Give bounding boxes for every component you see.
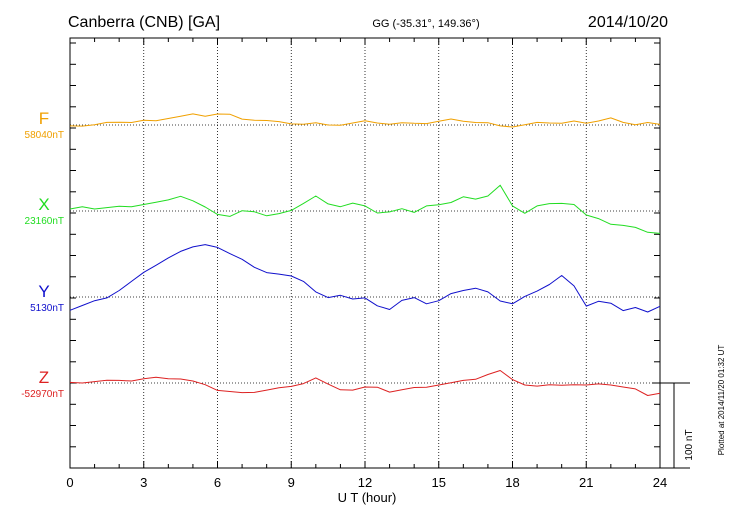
x-tick-labels: 0 3 6 9 12 15 18 21 24 <box>66 475 667 490</box>
series-name-x: X <box>38 195 49 214</box>
plot-frame <box>69 37 661 469</box>
station-coordinates: GG (-35.31°, 149.36°) <box>372 18 479 30</box>
series-baseline-y: 5130nT <box>30 303 64 314</box>
series-baseline-x: 23160nT <box>25 216 64 227</box>
x-tick-label: 0 <box>66 475 73 490</box>
x-tick-label: 6 <box>214 475 221 490</box>
axis-ticks <box>69 38 661 469</box>
series-baseline-z: -52970nT <box>21 389 64 400</box>
x-axis-label: U T (hour) <box>338 490 397 505</box>
scale-bar: 100 nT <box>652 382 695 469</box>
series-name-y: Y <box>38 282 49 301</box>
x-tick-label: 21 <box>579 475 593 490</box>
series-baseline-f: 58040nT <box>25 130 64 141</box>
x-tick-label: 15 <box>432 475 446 490</box>
x-tick-label: 18 <box>505 475 519 490</box>
x-tick-label: 24 <box>653 475 667 490</box>
baseline-gridlines <box>70 124 660 384</box>
scale-bar-label: 100 nT <box>684 429 695 460</box>
x-tick-label: 12 <box>358 475 372 490</box>
plotted-timestamp: Plotted at 2014/11/20 01:32 UT <box>717 345 726 456</box>
series-line-y <box>69 244 661 313</box>
series-name-f: F <box>39 109 49 128</box>
series-labels: F 58040nT X 23160nT Y 5130nT Z -52970nT <box>21 109 64 400</box>
series-name-z: Z <box>39 368 49 387</box>
chart-date: 2014/10/20 <box>588 14 668 31</box>
series-lines <box>69 113 661 396</box>
series-line-z <box>69 370 661 396</box>
x-tick-label: 3 <box>140 475 147 490</box>
vertical-gridlines <box>143 38 587 468</box>
series-line-x <box>69 184 661 234</box>
x-tick-label: 9 <box>288 475 295 490</box>
series-line-f <box>69 113 661 128</box>
station-title: Canberra (CNB) [GA] <box>68 14 220 31</box>
